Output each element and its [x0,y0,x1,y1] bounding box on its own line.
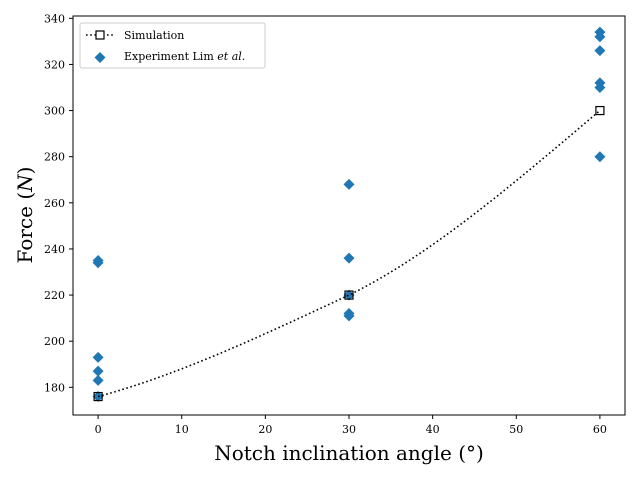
y-tick-label: 320 [44,58,65,71]
experiment-point [92,257,104,269]
legend-experiment-marker [94,52,106,63]
y-tick-label: 220 [44,289,65,302]
y-tick-label: 240 [44,243,65,256]
y-tick-label: 280 [44,151,65,164]
plot-area [72,15,626,416]
y-axis-label: Force (N) [13,167,37,264]
x-tick-label: 20 [258,423,272,436]
experiment-point [594,31,606,43]
experiment-point [92,365,104,377]
x-axis-ticks: 0 10 20 30 40 50 60 [95,415,607,436]
simulation-point [595,105,605,116]
x-tick-label: 30 [342,423,356,436]
y-tick-label: 300 [44,105,65,118]
x-tick-label: 40 [426,423,440,436]
experiment-point [594,45,606,57]
experiment-point [92,351,104,363]
y-tick-label: 340 [44,12,65,25]
x-tick-label: 0 [95,423,102,436]
experiment-point [594,151,606,163]
experiment-point [343,310,355,322]
x-tick-label: 10 [175,423,189,436]
simulation-point [93,391,103,402]
x-tick-label: 50 [509,423,523,436]
x-axis-label: Notch inclination angle (°) [214,441,484,465]
y-tick-label: 200 [44,335,65,348]
y-tick-label: 180 [44,381,65,394]
y-tick-label: 260 [44,197,65,210]
experiment-point [594,81,606,93]
simulation-line [97,109,601,398]
legend-simulation-marker [95,30,105,40]
experiment-point [92,374,104,386]
experiment-point [343,178,355,190]
legend-frame [79,22,266,69]
y-axis-ticks: 180 200 220 240 260 280 300 320 340 [44,12,73,394]
experiment-point [343,289,355,301]
x-tick-label: 60 [593,423,607,436]
legend-experiment-label: Experiment Lim et al. [124,50,245,63]
simulation-point [344,290,354,300]
experiment-point [343,252,355,264]
data-series [92,26,606,403]
legend: Simulation Experiment Lim et al. [79,22,266,69]
legend-simulation-label: Simulation [124,29,184,42]
